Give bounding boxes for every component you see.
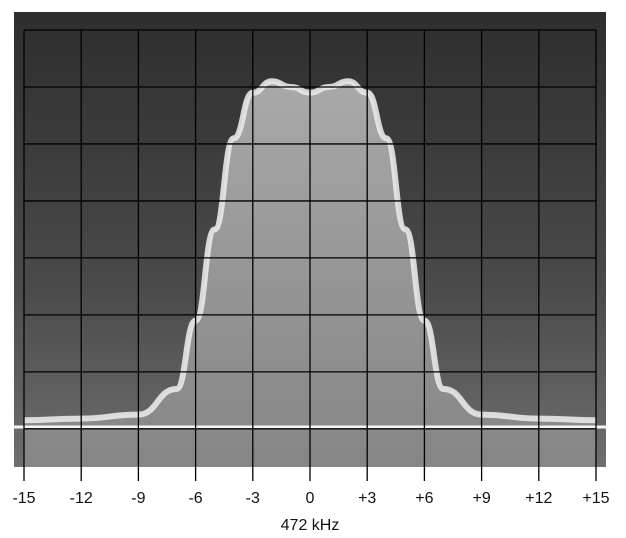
x-tick-label: +3 [358,490,376,507]
x-axis-label: 472 kHz [281,517,340,534]
x-tick-label: +6 [415,490,433,507]
x-tick-label: -3 [246,490,260,507]
x-tick-label: -12 [70,490,93,507]
x-tick-label: -9 [131,490,145,507]
x-tick-label: 0 [306,490,315,507]
x-tick-label: -6 [188,490,202,507]
x-tick-label: +15 [582,490,609,507]
x-tick-label: -15 [12,490,35,507]
x-tick-label: +9 [472,490,490,507]
x-tick-label: +12 [525,490,552,507]
